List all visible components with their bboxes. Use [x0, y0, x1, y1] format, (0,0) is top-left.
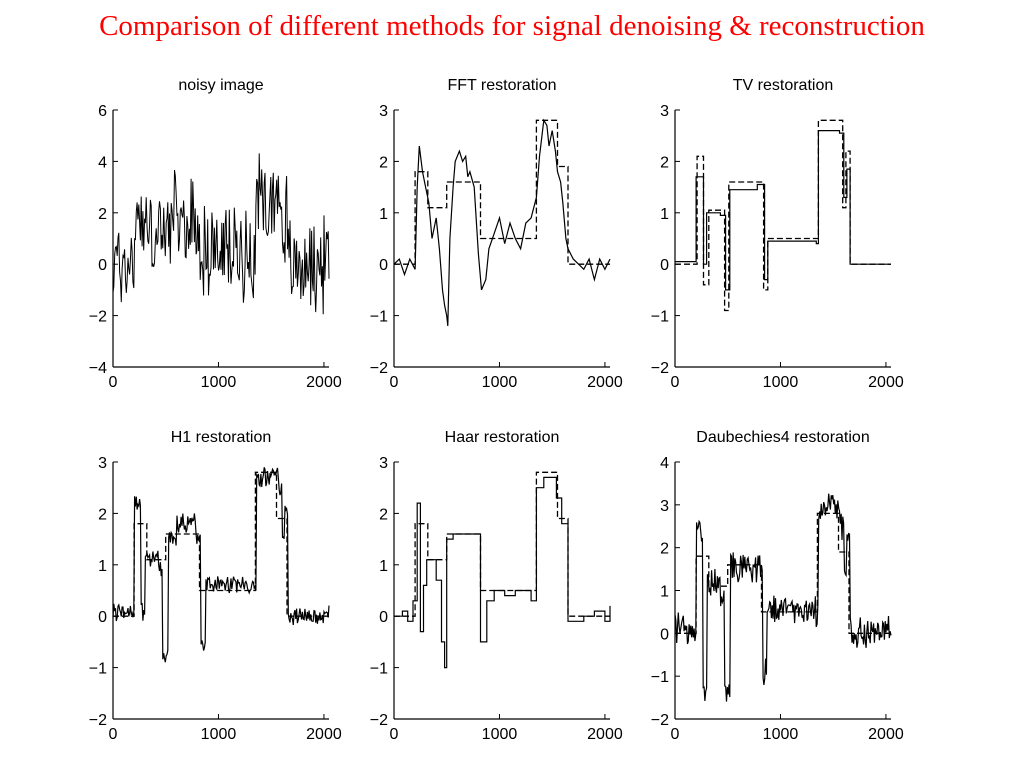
chart-panel: −2 −1 0 1 2 3 0 1000 2000 H1 restoration — [89, 429, 342, 743]
y-tick-label: 2 — [379, 506, 388, 523]
y-tick-label: −2 — [89, 309, 107, 326]
y-tick-label: 2 — [98, 506, 107, 523]
y-tick-label: −1 — [370, 661, 388, 678]
y-tick-label: 4 — [660, 455, 669, 472]
y-tick-label: −1 — [370, 309, 388, 326]
y-tick-label: 3 — [98, 455, 107, 472]
series-line — [394, 471, 610, 617]
chart-title: FFT restoration — [447, 77, 556, 94]
y-tick-label: 3 — [660, 498, 669, 515]
chart-panel: −2 −1 0 1 2 3 0 1000 2000 TV restoration — [651, 77, 904, 391]
series-line — [112, 153, 330, 315]
y-tick-label: −2 — [651, 712, 669, 729]
series-line — [394, 476, 611, 669]
x-tick-label: 1000 — [482, 374, 518, 391]
slide-title: Comparison of different methods for sign… — [99, 10, 925, 42]
y-tick-label: 2 — [660, 154, 669, 171]
y-tick-label: 1 — [660, 206, 669, 223]
y-tick-label: 0 — [660, 257, 669, 274]
x-tick-label: 2000 — [306, 374, 342, 391]
x-tick-label: 0 — [390, 374, 399, 391]
series-line — [394, 119, 610, 265]
y-tick-label: 0 — [98, 257, 107, 274]
series-line — [675, 512, 891, 634]
x-tick-label: 2000 — [587, 374, 623, 391]
chart-title: TV restoration — [733, 77, 833, 94]
y-tick-label: 0 — [98, 609, 107, 626]
series-line — [393, 118, 611, 326]
chart-panel: −2 −1 0 1 2 3 4 0 1000 2000 Daubechies4 restoratio… — [651, 429, 904, 743]
y-tick-label: 1 — [660, 584, 669, 601]
y-tick-label: 3 — [379, 103, 388, 120]
y-tick-label: 2 — [98, 206, 107, 223]
x-tick-label: 0 — [109, 374, 118, 391]
x-tick-label: 2000 — [868, 374, 904, 391]
y-tick-label: −1 — [651, 669, 669, 686]
y-tick-label: 1 — [379, 558, 388, 575]
chart-panel: −2 −1 0 1 2 3 0 1000 2000 FFT restoration — [370, 77, 623, 391]
x-tick-label: 1000 — [763, 726, 799, 743]
y-tick-label: 0 — [379, 257, 388, 274]
y-tick-label: 4 — [98, 154, 107, 171]
y-tick-label: −2 — [89, 712, 107, 729]
y-tick-label: −1 — [89, 661, 107, 678]
x-tick-label: 1000 — [763, 374, 799, 391]
chart-title: noisy image — [178, 77, 263, 94]
x-tick-label: 2000 — [306, 726, 342, 743]
chart-panel: −2 −1 0 1 2 3 0 1000 2000 Haar restoration — [370, 429, 623, 743]
y-tick-label: −2 — [370, 360, 388, 377]
series-line — [112, 467, 330, 663]
series-line — [113, 471, 329, 617]
x-tick-label: 0 — [671, 726, 680, 743]
y-tick-label: 0 — [379, 609, 388, 626]
chart-title: H1 restoration — [171, 429, 272, 446]
series-line — [675, 130, 891, 291]
y-tick-label: −2 — [370, 712, 388, 729]
y-tick-label: 2 — [379, 154, 388, 171]
x-tick-label: 1000 — [201, 374, 237, 391]
y-tick-label: 3 — [379, 455, 388, 472]
y-tick-label: 2 — [660, 541, 669, 558]
y-tick-label: −1 — [651, 309, 669, 326]
y-tick-label: −4 — [89, 360, 107, 377]
chart-title: Haar restoration — [445, 429, 560, 446]
x-tick-label: 2000 — [587, 726, 623, 743]
y-tick-label: −2 — [651, 360, 669, 377]
x-tick-label: 0 — [109, 726, 118, 743]
y-tick-label: 6 — [98, 103, 107, 120]
chart-panel: −4 −2 0 2 4 6 0 1000 2000 noisy image — [89, 77, 342, 391]
x-tick-label: 0 — [390, 726, 399, 743]
x-tick-label: 1000 — [201, 726, 237, 743]
y-tick-label: 0 — [660, 626, 669, 643]
x-tick-label: 2000 — [868, 726, 904, 743]
series-line — [675, 119, 891, 312]
series-line — [674, 493, 892, 702]
chart-title: Daubechies4 restoration — [696, 429, 869, 446]
x-tick-label: 1000 — [482, 726, 518, 743]
y-tick-label: 1 — [379, 206, 388, 223]
y-tick-label: 1 — [98, 558, 107, 575]
x-tick-label: 0 — [671, 374, 680, 391]
y-tick-label: 3 — [660, 103, 669, 120]
